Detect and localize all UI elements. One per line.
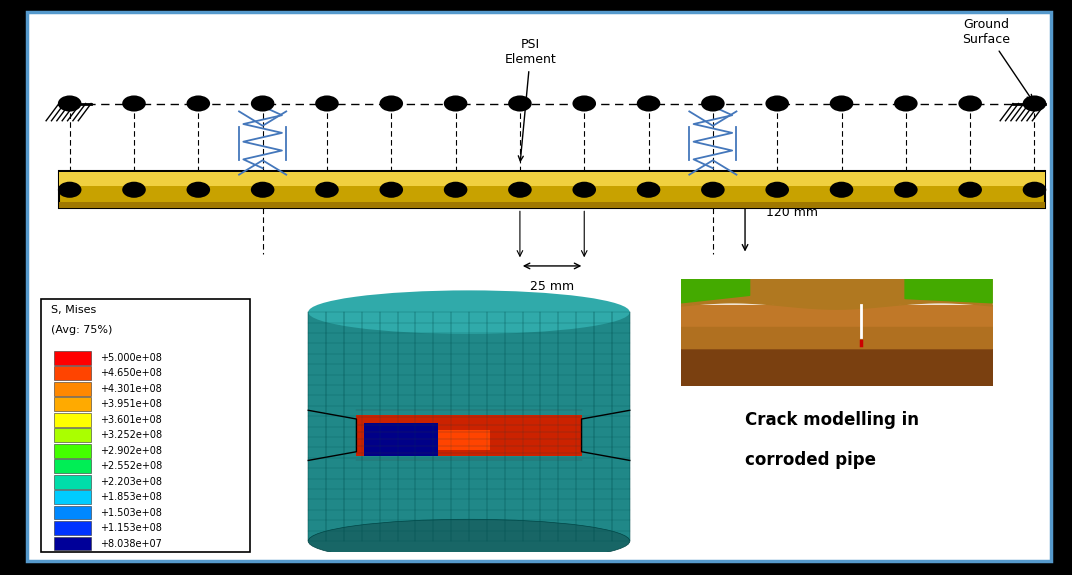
Text: +4.301e+08: +4.301e+08 <box>100 384 162 394</box>
Ellipse shape <box>444 182 467 198</box>
Ellipse shape <box>251 182 274 198</box>
Ellipse shape <box>894 182 918 198</box>
Text: 25 mm: 25 mm <box>530 280 575 293</box>
Ellipse shape <box>315 95 339 112</box>
Ellipse shape <box>830 95 853 112</box>
Ellipse shape <box>309 290 629 334</box>
Ellipse shape <box>122 95 146 112</box>
FancyBboxPatch shape <box>41 299 250 552</box>
Bar <box>54 536 91 550</box>
Ellipse shape <box>1023 95 1046 112</box>
Text: Ground
Surface: Ground Surface <box>963 18 1032 100</box>
Bar <box>54 444 91 458</box>
Ellipse shape <box>379 182 403 198</box>
Ellipse shape <box>701 95 725 112</box>
Ellipse shape <box>58 95 81 112</box>
Ellipse shape <box>315 182 339 198</box>
Text: +3.951e+08: +3.951e+08 <box>100 399 162 409</box>
Ellipse shape <box>958 95 982 112</box>
Ellipse shape <box>1023 182 1046 198</box>
Ellipse shape <box>58 182 81 198</box>
Text: +3.601e+08: +3.601e+08 <box>100 415 162 425</box>
Text: corroded pipe: corroded pipe <box>745 451 876 469</box>
Text: +2.203e+08: +2.203e+08 <box>100 477 162 486</box>
Bar <box>54 351 91 365</box>
Ellipse shape <box>894 95 918 112</box>
FancyBboxPatch shape <box>27 12 1051 561</box>
Bar <box>54 521 91 535</box>
Ellipse shape <box>187 182 210 198</box>
Text: S, Mises: S, Mises <box>51 305 96 315</box>
Bar <box>59 171 1045 208</box>
Text: +3.252e+08: +3.252e+08 <box>100 430 162 440</box>
Text: 120 mm: 120 mm <box>766 206 819 219</box>
Text: (Avg: 75%): (Avg: 75%) <box>51 325 113 335</box>
Ellipse shape <box>379 95 403 112</box>
Bar <box>54 428 91 442</box>
Text: Crack modelling in: Crack modelling in <box>745 411 919 429</box>
Ellipse shape <box>508 182 532 198</box>
Text: +2.552e+08: +2.552e+08 <box>100 461 162 471</box>
Bar <box>59 172 1045 186</box>
Text: +1.153e+08: +1.153e+08 <box>100 523 162 533</box>
Text: +5.000e+08: +5.000e+08 <box>100 353 162 363</box>
Ellipse shape <box>187 95 210 112</box>
Bar <box>54 459 91 473</box>
Bar <box>54 397 91 411</box>
Bar <box>59 202 1045 208</box>
Ellipse shape <box>444 95 467 112</box>
Text: +8.038e+07: +8.038e+07 <box>100 539 162 549</box>
Bar <box>54 490 91 504</box>
Ellipse shape <box>958 182 982 198</box>
Bar <box>54 366 91 380</box>
Ellipse shape <box>572 95 596 112</box>
Bar <box>309 312 629 541</box>
Bar <box>54 475 91 489</box>
Bar <box>54 413 91 427</box>
Ellipse shape <box>637 182 660 198</box>
Ellipse shape <box>508 95 532 112</box>
Text: +2.902e+08: +2.902e+08 <box>100 446 162 455</box>
Ellipse shape <box>309 519 629 563</box>
Text: +1.853e+08: +1.853e+08 <box>100 492 162 502</box>
Ellipse shape <box>637 95 660 112</box>
Bar <box>54 382 91 396</box>
Ellipse shape <box>122 182 146 198</box>
Bar <box>356 415 582 456</box>
Bar <box>364 423 437 456</box>
Ellipse shape <box>251 95 274 112</box>
Bar <box>54 505 91 519</box>
Ellipse shape <box>765 182 789 198</box>
Text: +1.503e+08: +1.503e+08 <box>100 508 162 518</box>
Ellipse shape <box>572 182 596 198</box>
Text: PSI
Element: PSI Element <box>505 38 556 161</box>
Ellipse shape <box>701 182 725 198</box>
Bar <box>364 430 490 450</box>
Text: +4.650e+08: +4.650e+08 <box>100 368 162 378</box>
Ellipse shape <box>765 95 789 112</box>
Ellipse shape <box>830 182 853 198</box>
